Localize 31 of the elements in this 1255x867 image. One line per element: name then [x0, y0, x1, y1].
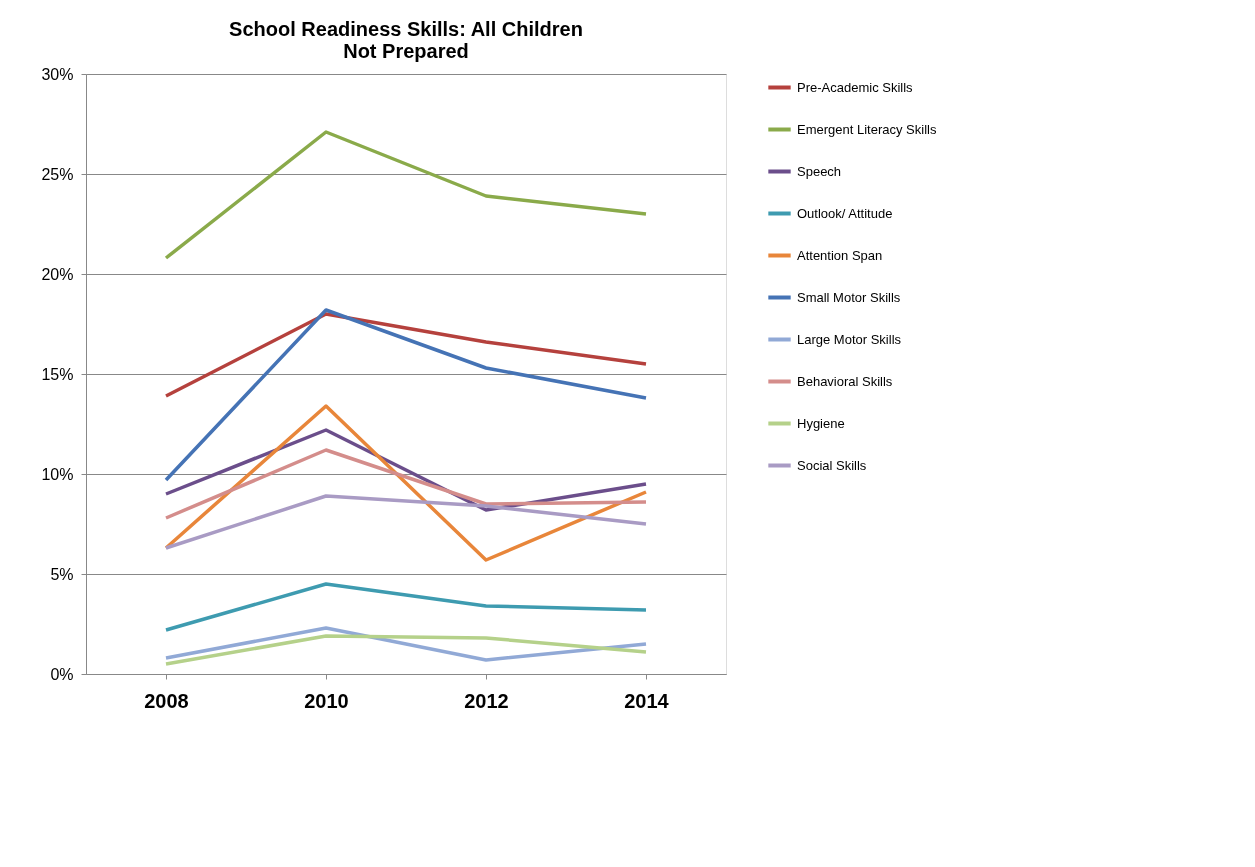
- y-tick-label: 15%: [41, 365, 74, 383]
- y-tick-label: 5%: [50, 565, 74, 583]
- legend-label: Attention Span: [797, 247, 883, 263]
- legend-label: Behavioral Skills: [797, 373, 893, 389]
- y-tick-label: 25%: [41, 165, 74, 183]
- legend-label: Emergent Literacy Skills: [797, 121, 937, 137]
- line-series: [164, 448, 648, 520]
- y-tick-label: 30%: [41, 65, 74, 83]
- legend-label: Social Skills: [797, 457, 867, 473]
- legend-label: Pre-Academic Skills: [797, 79, 914, 95]
- x-tick-label: 2014: [624, 689, 670, 712]
- y-tick-label: 10%: [41, 465, 74, 483]
- line-series: [164, 130, 648, 260]
- x-tick-label: 2008: [144, 689, 189, 712]
- legend-label: Outlook/ Attitude: [797, 205, 893, 221]
- legend-label: Large Motor Skills: [797, 331, 902, 347]
- x-tick-label: 2010: [304, 689, 349, 712]
- line-series: [164, 494, 648, 550]
- y-tick-label: 20%: [41, 265, 74, 283]
- line-series: [164, 308, 648, 482]
- line-series: [164, 312, 648, 398]
- legend-label: Hygiene: [797, 415, 845, 431]
- line-series: [164, 634, 648, 666]
- chart-title: School Readiness Skills: All Children Not Prepared: [229, 18, 583, 62]
- line-series: [164, 404, 648, 562]
- x-tick-label: 2012: [464, 689, 509, 712]
- legend-label: Small Motor Skills: [797, 289, 901, 305]
- line-series: [164, 582, 648, 632]
- line-series: [164, 626, 648, 662]
- legend-label: Speech: [797, 163, 842, 179]
- y-tick-label: 0%: [50, 665, 74, 683]
